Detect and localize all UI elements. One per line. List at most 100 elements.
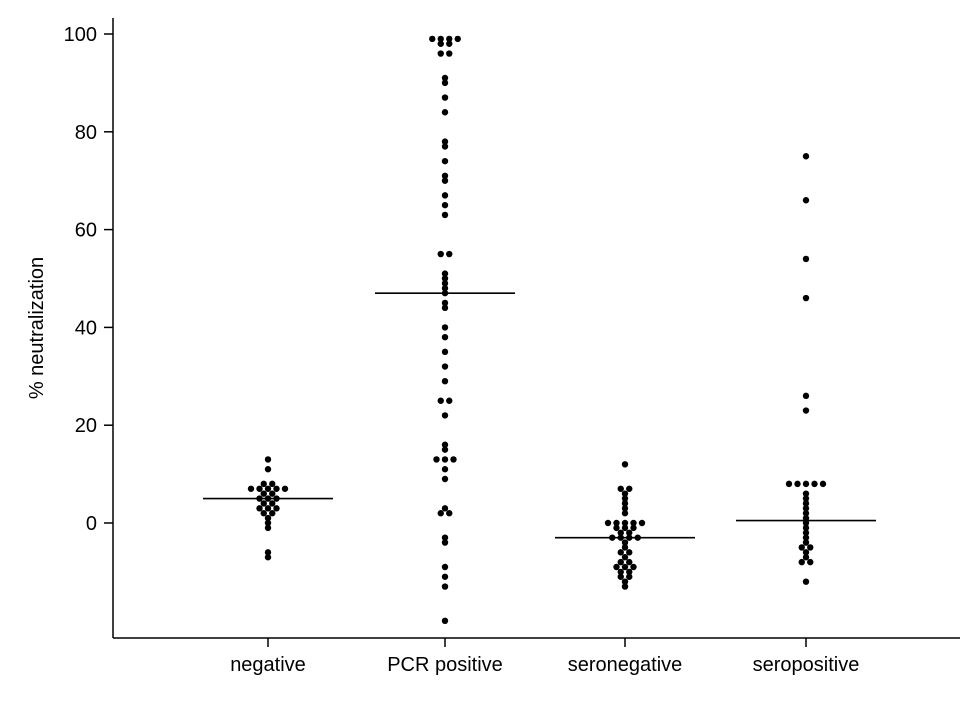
data-point (446, 397, 453, 404)
data-point (441, 172, 449, 180)
data-point (264, 514, 272, 522)
data-point (264, 524, 272, 532)
data-point (626, 485, 633, 492)
data-point (446, 510, 453, 517)
data-point (802, 554, 810, 561)
data-point (441, 446, 449, 453)
data-point (621, 563, 629, 571)
data-point (621, 524, 629, 532)
data-point (617, 568, 624, 576)
data-point (256, 485, 263, 492)
data-point (247, 485, 255, 492)
data-point (802, 392, 810, 400)
data-point (441, 270, 449, 277)
data-point (807, 544, 814, 551)
data-point (802, 255, 810, 263)
data-point (802, 197, 810, 204)
data-point (621, 583, 629, 590)
data-point (802, 505, 810, 512)
data-point (441, 534, 449, 541)
data-point (264, 485, 272, 492)
data-point (441, 475, 449, 483)
data-point (437, 397, 444, 404)
data-point (441, 143, 449, 150)
data-point (437, 35, 444, 43)
data-point (802, 529, 810, 536)
data-point (260, 490, 267, 497)
data-point (621, 461, 629, 468)
data-point (441, 583, 449, 590)
data-point (260, 500, 267, 507)
data-point (802, 480, 810, 488)
data-point (617, 529, 624, 536)
y-tick-label: 20 (75, 415, 97, 437)
data-point (626, 534, 633, 541)
data-point (819, 480, 827, 488)
x-tick-label: seropositive (753, 654, 860, 676)
data-point (441, 201, 449, 209)
data-point (613, 519, 620, 527)
data-point (621, 554, 629, 561)
data-point (437, 40, 444, 47)
data-point (264, 505, 272, 512)
data-point (273, 485, 280, 492)
data-point (621, 495, 629, 502)
data-points (247, 35, 827, 624)
data-point (441, 324, 449, 331)
x-ticks: negative PCR positive seronegative seroposi… (230, 638, 859, 676)
data-point (441, 285, 449, 292)
data-point (264, 466, 272, 473)
data-point (441, 79, 449, 87)
data-point (441, 539, 449, 546)
data-point (441, 304, 449, 312)
y-tick-label: 40 (75, 317, 97, 339)
data-point (798, 558, 805, 566)
data-point (802, 519, 810, 527)
data-point (264, 554, 272, 561)
data-point (446, 40, 453, 47)
data-point (802, 153, 810, 160)
data-point (630, 563, 637, 571)
data-point (621, 544, 629, 551)
data-point (626, 549, 633, 556)
data-point (621, 578, 629, 585)
data-point (269, 510, 276, 517)
data-point (441, 563, 449, 571)
data-point (621, 539, 629, 546)
y-ticks: 0 20 40 60 80 100 (64, 24, 113, 535)
data-point (802, 578, 810, 585)
data-point (617, 534, 624, 541)
data-point (441, 412, 449, 419)
data-point (802, 407, 810, 414)
data-point (441, 333, 449, 341)
data-point (613, 563, 620, 571)
data-point (617, 573, 624, 580)
data-point (794, 480, 801, 488)
data-point (454, 35, 461, 43)
data-point (802, 500, 810, 507)
median-lines (203, 292, 876, 539)
data-point (626, 568, 633, 576)
data-point (811, 480, 818, 488)
data-point (256, 505, 263, 512)
data-point (441, 456, 449, 463)
data-point (626, 558, 633, 566)
y-tick-label: 100 (64, 24, 97, 46)
data-point (256, 495, 263, 502)
data-point (613, 524, 620, 532)
data-point (437, 250, 444, 258)
data-point (630, 519, 637, 527)
data-point (626, 573, 633, 580)
data-point (802, 495, 810, 502)
data-point (802, 510, 810, 517)
data-point (802, 490, 810, 497)
data-point (437, 50, 444, 57)
data-point (450, 456, 457, 463)
data-point (621, 490, 629, 497)
data-point (273, 505, 280, 512)
data-point (446, 50, 453, 57)
data-point (802, 534, 810, 541)
data-point (441, 157, 449, 165)
data-point (617, 558, 624, 566)
